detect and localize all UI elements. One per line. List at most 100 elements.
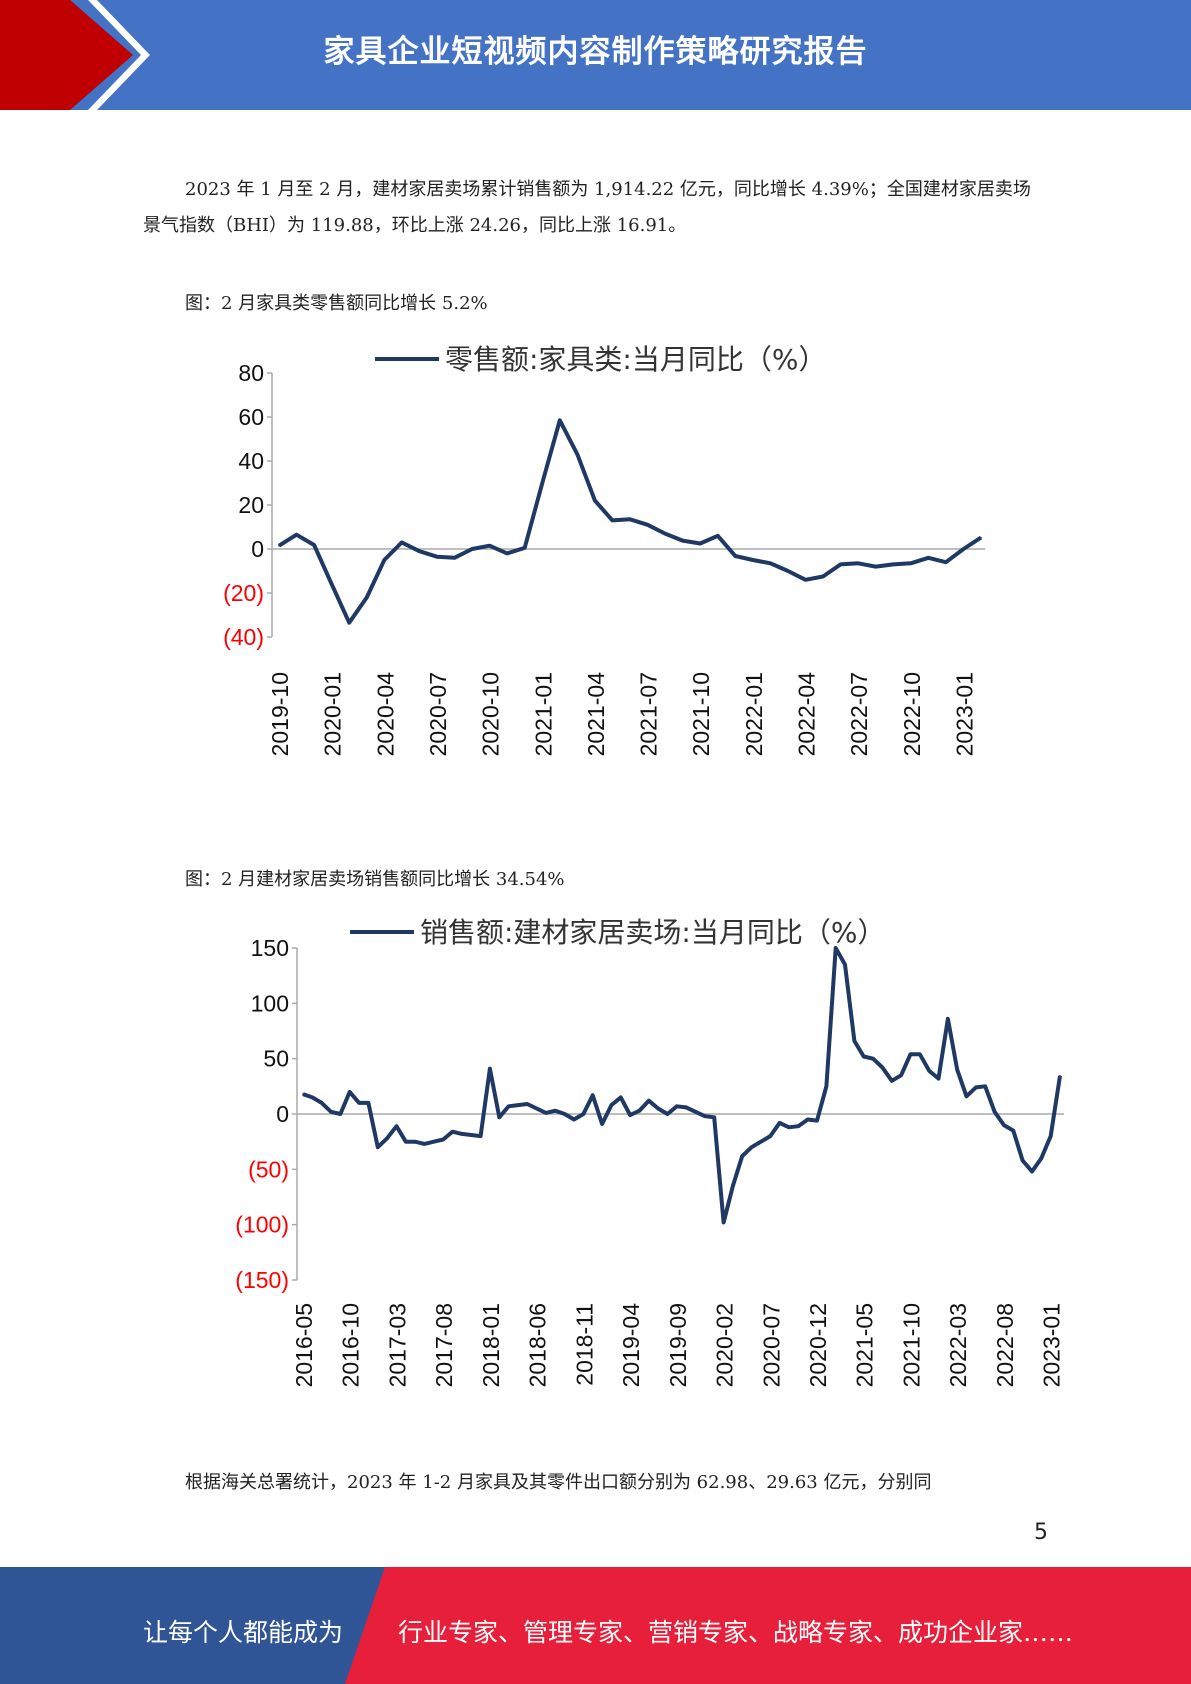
data-point [646, 524, 649, 526]
data-point [892, 563, 895, 566]
data-point [890, 1080, 893, 1082]
data-point [1003, 1124, 1005, 1126]
data-point [769, 1135, 772, 1137]
y-tick-label: (100) [235, 1212, 289, 1238]
data-point [582, 1113, 585, 1115]
data-point [965, 1095, 968, 1098]
data-point [386, 1137, 388, 1140]
data-point [909, 1053, 912, 1056]
data-point [554, 1109, 557, 1112]
page-number: 5 [1034, 1520, 1048, 1545]
data-point [857, 562, 859, 565]
data-point [1049, 1135, 1052, 1137]
data-point [489, 1067, 491, 1070]
y-tick-label: 80 [238, 360, 264, 386]
building-materials-sales-chart: 销售额:建材家居卖场:当月同比（%） 150 100 50 0 (50) (100) (150… [235, 916, 1065, 1388]
data-point [919, 1053, 921, 1056]
data-point [741, 1155, 744, 1157]
y-tick-label: 150 [251, 935, 289, 961]
x-tick-label: 2019-09 [665, 1303, 691, 1387]
report-title: 家具企业短视频内容制作策略研究报告 [323, 34, 868, 70]
paragraph-intro: 2023 年 1 月至 2 月，建材家居卖场累计销售额为 1,914.22 亿元… [143, 179, 1031, 236]
data-point [418, 550, 421, 552]
data-point [311, 1096, 314, 1099]
data-point [423, 1143, 426, 1145]
data-point [956, 1068, 958, 1071]
data-point [611, 519, 614, 522]
x-tick-label: 2016-05 [291, 1303, 317, 1387]
data-point [506, 552, 508, 555]
data-point [806, 1118, 809, 1121]
data-point [330, 583, 333, 585]
x-tick-label: 2023-01 [1039, 1303, 1065, 1387]
x-tick-label: 2018-01 [478, 1303, 504, 1387]
data-point [442, 1138, 444, 1141]
footer-background [0, 1567, 1191, 1684]
data-point [874, 565, 877, 568]
data-point [523, 547, 526, 549]
data-point [545, 1112, 547, 1114]
data-point [461, 1133, 463, 1135]
x-tick-label: 2020-04 [372, 672, 398, 757]
legend-label: 销售额:建材家居卖场:当月同比（%） [420, 916, 885, 949]
data-point [591, 1094, 594, 1096]
x-tick-label: 2021-01 [530, 672, 556, 756]
data-point [619, 1096, 622, 1099]
x-tick-label: 2017-03 [384, 1303, 410, 1387]
x-tick-label: 2018-06 [525, 1303, 551, 1387]
data-point [339, 1113, 342, 1115]
data-point [376, 1146, 379, 1148]
x-tick-label: 2018-11 [571, 1303, 597, 1386]
data-point [471, 548, 473, 550]
data-point [414, 1140, 416, 1143]
x-tick-label: 2019-04 [618, 1303, 644, 1388]
series-line [277, 418, 983, 625]
data-point [594, 499, 596, 502]
x-tick-label: 2020-10 [478, 672, 504, 756]
data-point [752, 559, 754, 561]
data-point [313, 544, 315, 546]
x-tick-label: 2022-08 [992, 1303, 1018, 1387]
data-point [816, 1119, 818, 1122]
x-tick-label: 2022-10 [899, 672, 925, 756]
x-tick-label: 2022-03 [945, 1303, 971, 1387]
data-point [451, 1130, 454, 1133]
data-point [278, 544, 280, 547]
x-tick-label: 2021-10 [898, 1303, 924, 1387]
data-point [1021, 1159, 1024, 1162]
data-point [984, 1085, 987, 1088]
data-point [479, 1135, 482, 1137]
data-point [647, 1099, 650, 1102]
x-tick-label: 2016-10 [338, 1303, 364, 1387]
data-point [563, 1113, 566, 1115]
data-point [778, 1122, 781, 1124]
data-point [699, 542, 701, 545]
y-tick-label: 50 [263, 1046, 289, 1072]
y-tick-label: 100 [251, 990, 289, 1016]
data-point [839, 563, 842, 566]
data-point [666, 1113, 669, 1115]
data-point [676, 1105, 678, 1108]
y-tick-label: (50) [248, 1156, 289, 1182]
y-tick-label: (40) [223, 624, 264, 650]
series-line [302, 946, 1062, 1225]
data-point [900, 1074, 902, 1077]
data-point [1040, 1157, 1043, 1160]
data-point [975, 1086, 977, 1089]
data-point [844, 963, 846, 966]
data-point [734, 555, 737, 557]
data-point [937, 1077, 940, 1080]
y-tick-label: 60 [238, 404, 264, 430]
paragraph-export: 根据海关总署统计，2023 年 1-2 月家具及其零件出口额分别为 62.98、… [185, 1472, 932, 1493]
y-tick-label: (20) [223, 580, 264, 606]
data-point [797, 1125, 800, 1127]
data-point [769, 562, 772, 565]
data-point [629, 1114, 631, 1116]
data-point [559, 419, 561, 422]
x-tick-label: 2020-12 [805, 1303, 831, 1387]
data-point [962, 548, 965, 550]
header-arrow-logo [0, 0, 150, 110]
x-tick-label: 2022-07 [846, 672, 872, 756]
data-point [367, 1102, 370, 1104]
data-point [629, 518, 631, 521]
